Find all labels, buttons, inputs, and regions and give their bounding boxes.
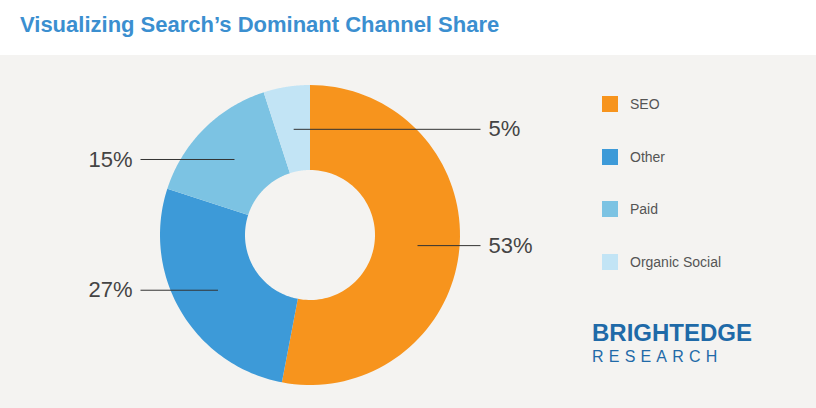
html-text:Other: Other: [630, 148, 665, 165]
html-text:RESEARCH: RESEARCH: [592, 348, 723, 365]
svg-text:27%: 27%: [88, 277, 132, 302]
svg-text:53%: 53%: [489, 233, 533, 258]
html-text:SEO: SEO: [630, 96, 660, 112]
svg-text:15%: 15%: [88, 147, 132, 172]
html-text:BRIGHTEDGE: BRIGHTEDGE: [592, 319, 752, 346]
html-text:Visualizing Search’s Dominant: Visualizing Search’s Dominant Channel Sh…: [20, 12, 500, 37]
html-text:Paid: Paid: [630, 201, 658, 217]
svg-text:5%: 5%: [489, 116, 521, 141]
html-text:Organic Social: Organic Social: [630, 253, 721, 270]
